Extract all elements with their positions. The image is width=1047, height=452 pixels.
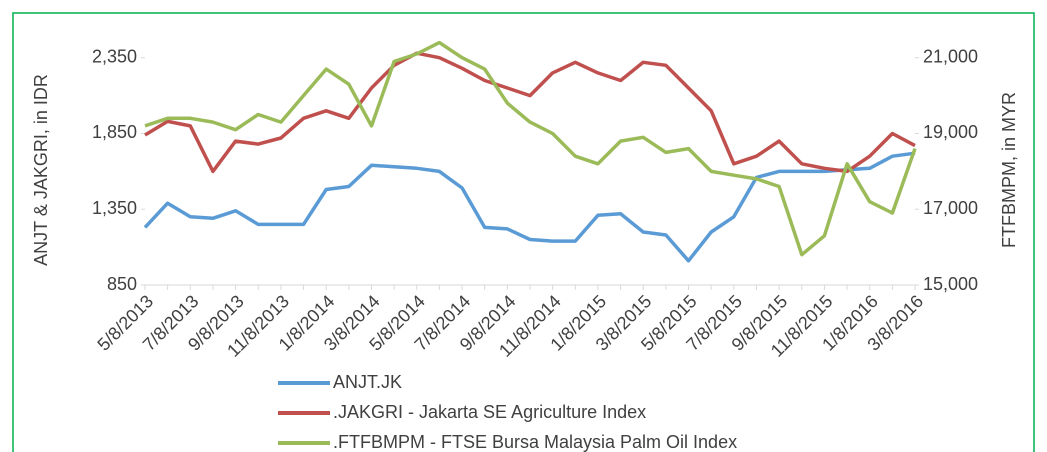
y2-tick-label: 19,000 <box>923 122 978 142</box>
y-tick-label: 1,350 <box>92 198 137 218</box>
y2-tick-label: 21,000 <box>923 46 978 66</box>
y-axis-title: ANJT & JAKGRI, in IDR <box>31 74 51 266</box>
series-line <box>144 51 916 174</box>
series-line <box>143 151 916 263</box>
y-tick-label: 2,350 <box>92 46 137 66</box>
legend-label: ANJT.JK <box>333 372 402 392</box>
y2-tick-label: 15,000 <box>923 274 978 294</box>
series-line <box>144 40 917 257</box>
y-tick-label: 1,850 <box>92 122 137 142</box>
chart-frame <box>12 12 1035 452</box>
legend-label: .FTFBMPM - FTSE Bursa Malaysia Palm Oil … <box>333 432 737 452</box>
y2-axis-title: FTFBMPM, in MYR <box>999 92 1019 248</box>
y2-tick-label: 17,000 <box>923 198 978 218</box>
legend-label: .JAKGRI - Jakarta SE Agriculture Index <box>333 402 646 422</box>
y-tick-label: 850 <box>107 274 137 294</box>
